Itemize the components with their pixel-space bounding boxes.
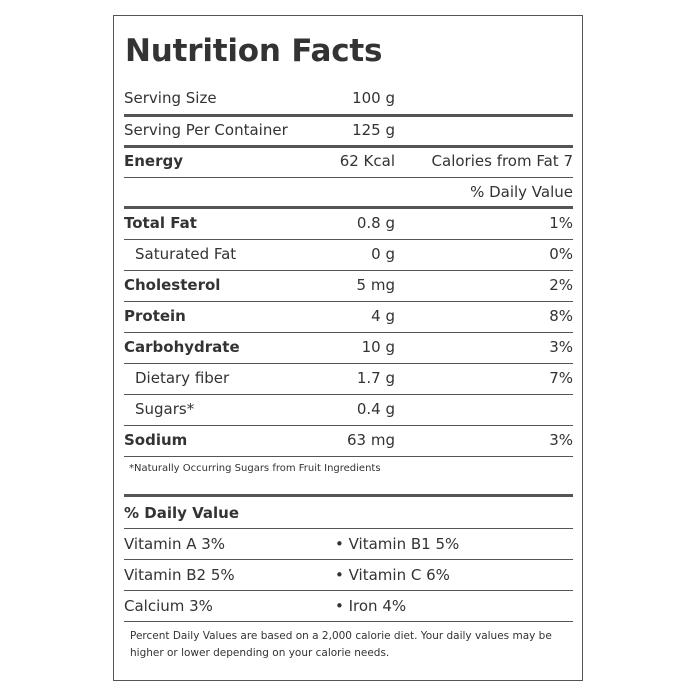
divider bbox=[124, 177, 573, 178]
vitamin-left: Calcium 3% bbox=[124, 597, 213, 615]
calories-from-fat: Calories from Fat 7 bbox=[431, 152, 573, 170]
servings-per-container-amount: 125 g bbox=[352, 121, 395, 139]
nutrient-daily-value: 0% bbox=[549, 245, 573, 263]
nutrient-daily-value: 8% bbox=[549, 307, 573, 325]
disclaimer-text: Percent Daily Values are based on a 2,00… bbox=[130, 630, 552, 659]
nutrient-daily-value: 7% bbox=[549, 369, 573, 387]
nutrient-row-saturated-fat: Saturated Fat 0 g 0% bbox=[124, 239, 573, 270]
serving-size-label: Serving Size bbox=[124, 89, 217, 107]
nutrient-amount: 0 g bbox=[371, 245, 395, 263]
divider-thick bbox=[124, 206, 573, 209]
divider bbox=[124, 363, 573, 364]
servings-per-container-label: Serving Per Container bbox=[124, 121, 288, 139]
nutrient-amount: 0.4 g bbox=[356, 400, 395, 418]
nutrient-label: Carbohydrate bbox=[124, 338, 240, 356]
vitamins-header-row: % Daily Value bbox=[124, 498, 573, 529]
divider bbox=[124, 528, 573, 529]
label-title: Nutrition Facts bbox=[125, 33, 383, 69]
divider bbox=[124, 621, 573, 622]
vitamin-row: Vitamin A 3% • Vitamin B1 5% bbox=[124, 529, 573, 560]
nutrient-daily-value: 3% bbox=[549, 431, 573, 449]
nutrient-label: Protein bbox=[124, 307, 186, 325]
divider bbox=[124, 559, 573, 560]
divider bbox=[124, 270, 573, 271]
servings-per-container-row: Serving Per Container 125 g bbox=[124, 115, 573, 146]
energy-amount: 62 Kcal bbox=[339, 152, 395, 170]
divider bbox=[124, 425, 573, 426]
nutrient-row-sugars: Sugars* 0.4 g bbox=[124, 394, 573, 425]
nutrient-amount: 63 mg bbox=[347, 431, 395, 449]
serving-size-amount: 100 g bbox=[352, 89, 395, 107]
nutrient-row-sodium: Sodium 63 mg 3% bbox=[124, 425, 573, 456]
divider-thick bbox=[124, 145, 573, 148]
divider-thick bbox=[124, 494, 573, 497]
nutrient-amount: 1.7 g bbox=[356, 369, 395, 387]
nutrient-daily-value: 3% bbox=[549, 338, 573, 356]
nutrient-label: Sugars* bbox=[135, 400, 195, 418]
vitamin-row: Vitamin B2 5% • Vitamin C 6% bbox=[124, 560, 573, 591]
nutrient-label: Total Fat bbox=[124, 214, 197, 232]
nutrient-row-protein: Protein 4 g 8% bbox=[124, 301, 573, 332]
nutrition-facts-panel: Nutrition Facts Serving Size 100 g Servi… bbox=[113, 15, 583, 681]
vitamin-left: Vitamin B2 5% bbox=[124, 566, 235, 584]
divider bbox=[124, 590, 573, 591]
nutrient-label: Dietary fiber bbox=[135, 369, 230, 387]
nutrient-amount: 4 g bbox=[371, 307, 395, 325]
divider bbox=[124, 394, 573, 395]
vitamin-left: Vitamin A 3% bbox=[124, 535, 226, 553]
nutrient-daily-value: 1% bbox=[549, 214, 573, 232]
nutrient-amount: 5 mg bbox=[356, 276, 395, 294]
vitamin-row: Calcium 3% • Iron 4% bbox=[124, 591, 573, 622]
divider bbox=[124, 332, 573, 333]
nutrient-amount: 0.8 g bbox=[356, 214, 395, 232]
vitamin-right: • Vitamin C 6% bbox=[335, 566, 450, 584]
nutrient-label: Saturated Fat bbox=[135, 245, 237, 263]
nutrient-daily-value: 2% bbox=[549, 276, 573, 294]
nutrient-row-cholesterol: Cholesterol 5 mg 2% bbox=[124, 270, 573, 301]
serving-size-row: Serving Size 100 g bbox=[124, 83, 573, 114]
nutrient-amount: 10 g bbox=[361, 338, 395, 356]
daily-value-header: % Daily Value bbox=[470, 183, 573, 201]
vitamin-right: • Vitamin B1 5% bbox=[335, 535, 460, 553]
energy-row: Energy 62 Kcal Calories from Fat 7 bbox=[124, 146, 573, 177]
nutrient-row-carbohydrate: Carbohydrate 10 g 3% bbox=[124, 332, 573, 363]
nutrient-row-total-fat: Total Fat 0.8 g 1% bbox=[124, 208, 573, 239]
daily-value-header-row: % Daily Value bbox=[124, 177, 573, 208]
vitamins-header: % Daily Value bbox=[124, 504, 240, 522]
nutrient-label: Sodium bbox=[124, 431, 188, 449]
divider-thick bbox=[124, 114, 573, 117]
divider bbox=[124, 456, 573, 457]
divider bbox=[124, 239, 573, 240]
energy-label: Energy bbox=[124, 152, 184, 170]
sugar-footnote: *Naturally Occurring Sugars from Fruit I… bbox=[129, 463, 381, 474]
vitamin-right: • Iron 4% bbox=[335, 597, 407, 615]
nutrient-row-dietary-fiber: Dietary fiber 1.7 g 7% bbox=[124, 363, 573, 394]
nutrient-label: Cholesterol bbox=[124, 276, 221, 294]
divider bbox=[124, 301, 573, 302]
